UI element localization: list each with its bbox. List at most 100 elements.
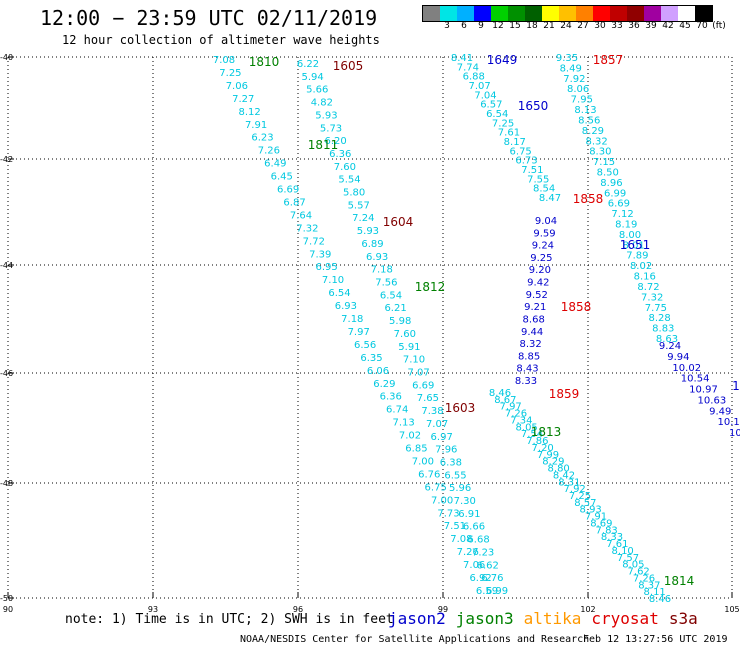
wave-height-value: 7.89	[626, 251, 648, 262]
wave-height-value: 7.13	[392, 418, 414, 429]
wave-height-value: 7.25	[219, 68, 241, 79]
wave-height-value: 7.25	[569, 491, 591, 502]
colorbar-cell	[678, 6, 695, 21]
wave-height-value: 7.91	[585, 512, 607, 523]
satellite-legend: jason2 jason3 altika cryosat s3a	[388, 609, 708, 628]
wave-height-value: 7.12	[611, 209, 633, 220]
wave-height-value: 8.96	[600, 178, 622, 189]
wave-height-value: 6.99	[604, 188, 626, 199]
wave-height-value: 9.52	[526, 290, 548, 301]
wave-height-value: 9.42	[527, 278, 549, 289]
wave-height-value: 5.57	[348, 200, 370, 211]
wave-height-value: 7.34	[510, 415, 532, 426]
wave-height-value: 5.91	[398, 342, 420, 353]
pass-labels: 1810 1605 1649 1857 1650 1811 1858 1604 1651 1812…	[249, 53, 740, 588]
wave-height-value: 10.1	[717, 417, 739, 428]
wave-height-value: 7.92	[563, 74, 585, 85]
colorbar-cell	[576, 6, 593, 21]
wave-height-value: 7.54	[521, 429, 543, 440]
wave-height-value: 9.24	[659, 341, 681, 352]
wave-height-value: 6.69	[277, 185, 299, 196]
wave-height-value: 5.80	[343, 188, 365, 199]
pass-time-label: 1859	[549, 387, 580, 401]
colorbar-cell	[695, 6, 712, 21]
colorbar-tick-label: 24	[560, 21, 572, 31]
y-axis-label: -48	[0, 479, 13, 488]
colorbar-tick-label: 3	[444, 21, 450, 31]
wave-height-value: 8.33	[601, 532, 623, 543]
wave-height-value: 9.44	[521, 327, 543, 338]
wave-height-value: 7.60	[394, 329, 416, 340]
satellite-legend-s3a: s3a	[668, 609, 698, 628]
wave-height-value: 9.24	[532, 241, 554, 252]
wave-height-value: 7.96	[435, 445, 457, 456]
satellite-legend-jason3: jason3	[455, 609, 514, 628]
colorbar-cell	[423, 6, 440, 21]
wave-height-value: 5.96	[449, 483, 471, 494]
wave-height-value: 6.62	[477, 560, 499, 571]
pass-time-label: 1858	[561, 300, 592, 314]
wave-height-value: 10.	[729, 428, 740, 439]
wave-height-value: 8.54	[533, 184, 555, 195]
colorbar-tick-label: 42	[662, 21, 674, 31]
wave-height-value: 7.60	[334, 162, 356, 173]
wave-height-value: 7.32	[296, 223, 318, 234]
wave-height-value: 7.25	[492, 118, 514, 129]
wave-height-value: 6.76	[418, 469, 440, 480]
wave-height-value: 7.74	[457, 62, 479, 73]
colorbar-tick-label: 27	[577, 21, 589, 31]
wave-height-value: 10.54	[681, 374, 710, 385]
wave-height-value: 9.59	[533, 228, 555, 239]
colorbar-cell	[661, 6, 678, 21]
generated-timestamp: Feb 12 13:27:56 UTC 2019	[583, 634, 728, 645]
wave-height-value: 6.92	[469, 573, 491, 584]
wave-height-value: 10.02	[672, 363, 701, 374]
wave-height-value: 7.06	[463, 560, 485, 571]
wave-height-value: 8.29	[582, 126, 604, 137]
wave-height-value: 8.57	[574, 498, 596, 509]
wave-height-value: 10.63	[698, 395, 727, 406]
wave-height-value: 8.46	[649, 594, 671, 605]
wave-height-value: 7.51	[521, 165, 543, 176]
wave-height-value: 6.06	[367, 366, 389, 377]
wave-height-value: 6.55	[444, 470, 466, 481]
wave-height-value: 7.02	[399, 431, 421, 442]
x-axis-label: 102	[580, 605, 595, 614]
colorbar-cell	[491, 6, 508, 21]
wave-height-value: 7.07	[408, 367, 430, 378]
wave-height-value: 6.21	[384, 303, 406, 314]
colorbar-tick-label: 33	[611, 21, 623, 31]
wave-height-value: 6.56	[354, 340, 376, 351]
colorbar-cell	[559, 6, 576, 21]
wave-height-value: 8.02	[630, 261, 652, 272]
wave-height-value: 8.50	[597, 167, 619, 178]
wave-height-value: 7.30	[454, 496, 476, 507]
wave-height-value: 6.93	[335, 301, 357, 312]
pass-time-label: 1811	[308, 138, 339, 152]
wave-height-value: 8.28	[648, 313, 670, 324]
x-axis-label: 96	[293, 605, 303, 614]
wave-height-value: 8.80	[548, 464, 570, 475]
colorbar-tick-label: (ft)	[712, 21, 726, 31]
wave-height-value: 6.49	[264, 159, 286, 170]
map-subtitle: 12 hour collection of altimeter wave hei…	[62, 33, 380, 47]
wave-height-value: 5.54	[338, 175, 360, 186]
footer-note: note: 1) Time is in UTC; 2) SWH is in fe…	[65, 612, 394, 627]
pass-time-label: 1810	[249, 55, 280, 69]
wave-height-value: 7.24	[352, 213, 374, 224]
pass-time-label: 1812	[415, 280, 446, 294]
wave-height-value: 7.99	[537, 450, 559, 461]
wave-height-value: 8.19	[615, 220, 637, 231]
axis-labels: 90 93 96 99 102 105 -40 -42 -44 -46 -48 -50	[0, 53, 740, 614]
wave-height-value: 6.69	[412, 380, 434, 391]
credit-line: NOAA/NESDIS Center for Satellite Applica…	[240, 634, 590, 645]
wave-height-value: 8.11	[644, 587, 666, 598]
wave-height-value: 7.55	[527, 174, 549, 185]
wave-height-value: 7.83	[596, 525, 618, 536]
wave-height-value: 8.17	[504, 137, 526, 148]
wave-height-value: 7.27	[232, 94, 254, 105]
wave-height-value: 6.23	[251, 133, 273, 144]
y-axis-label: -42	[0, 155, 13, 164]
wave-height-value: 8.00	[619, 230, 641, 241]
pass-time-label: 1605	[333, 59, 364, 73]
